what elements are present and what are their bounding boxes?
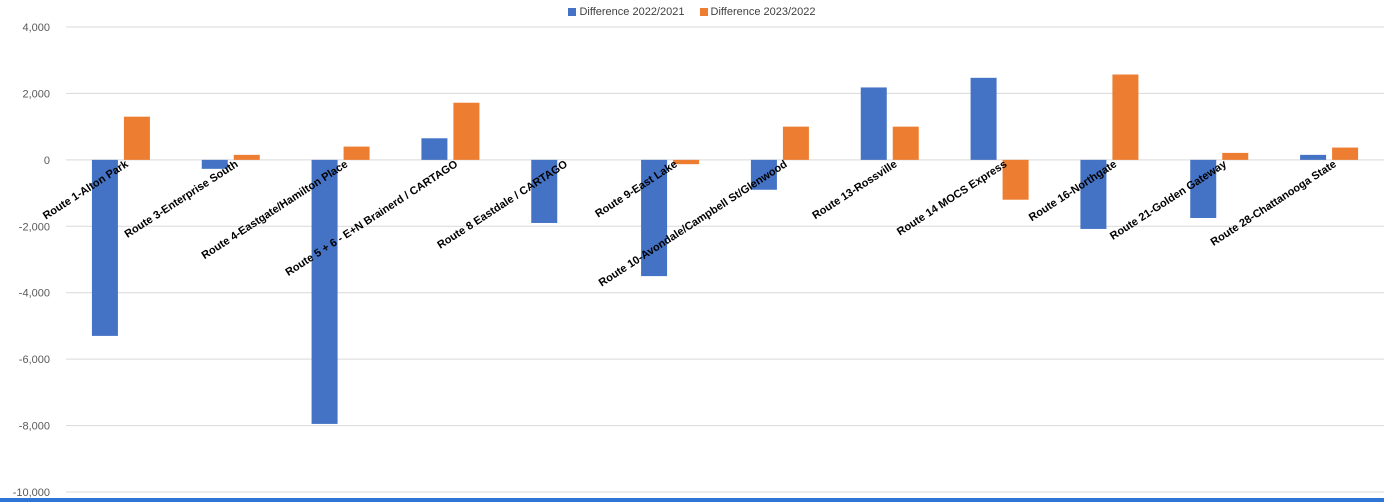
y-tick-label: 2,000 [22, 88, 50, 100]
bar-2-1 [123, 116, 150, 160]
bar-2-6 [673, 159, 700, 165]
y-tick-label: 0 [44, 155, 50, 167]
y-tick-label: -4,000 [19, 288, 50, 300]
y-tick-label: 4,000 [22, 22, 50, 34]
y-axis-ticks: 4,000 2,000 0 -2,000 -4,000 -6,000 -8,000 -10,0… [13, 22, 50, 499]
bar-1-11 [1190, 159, 1217, 218]
bar-1-3 [311, 159, 338, 424]
bottom-accent-bar [0, 498, 1384, 502]
bars [91, 74, 1359, 424]
category-label: Route 5 + 6 - E+N Brainerd / CARTAGO [283, 158, 460, 279]
y-tick-label: -8,000 [19, 421, 50, 433]
bar-2-2 [233, 154, 260, 160]
bar-1-9 [970, 77, 997, 160]
bar-2-12 [1332, 147, 1359, 160]
legend-swatch-series-1 [568, 8, 577, 17]
category-label: Route 28-Chattanooga State [1209, 158, 1339, 248]
bar-2-10 [1112, 74, 1139, 160]
category-label: Route 13-Rossville [810, 158, 899, 222]
legend-label-series-2: Difference 2023/2022 [710, 6, 816, 19]
bar-2-9 [1002, 159, 1029, 200]
legend-swatch-series-2 [699, 8, 708, 17]
chart-legend: Difference 2022/2021 Difference 2023/202… [0, 6, 1384, 18]
legend-label-series-1: Difference 2022/2021 [579, 6, 685, 19]
bar-2-11 [1222, 152, 1249, 160]
y-tick-label: -10,000 [13, 487, 50, 499]
category-label: Route 3-Enterprise South [123, 158, 241, 240]
y-tick-label: -2,000 [19, 221, 50, 233]
bar-2-3 [343, 146, 370, 160]
bar-1-1 [91, 159, 118, 336]
bar-1-12 [1300, 154, 1327, 160]
bar-1-5 [531, 159, 558, 223]
legend-item-series-1: Difference 2022/2021 [568, 6, 684, 18]
y-tick-label: -6,000 [19, 354, 50, 366]
bar-1-8 [860, 87, 887, 160]
bar-2-4 [453, 102, 480, 160]
gridlines [66, 26, 1384, 493]
bar-2-7 [782, 126, 809, 160]
bar-2-8 [892, 126, 919, 160]
bar-1-7 [750, 159, 777, 190]
legend-item-series-2: Difference 2023/2022 [699, 6, 816, 19]
bar-1-4 [421, 138, 448, 160]
bar-1-6 [641, 159, 668, 277]
bar-1-2 [201, 159, 228, 169]
category-label: Route 10-Avondale/Campbell St/Glenwood [597, 158, 790, 289]
bar-1-10 [1080, 159, 1107, 229]
